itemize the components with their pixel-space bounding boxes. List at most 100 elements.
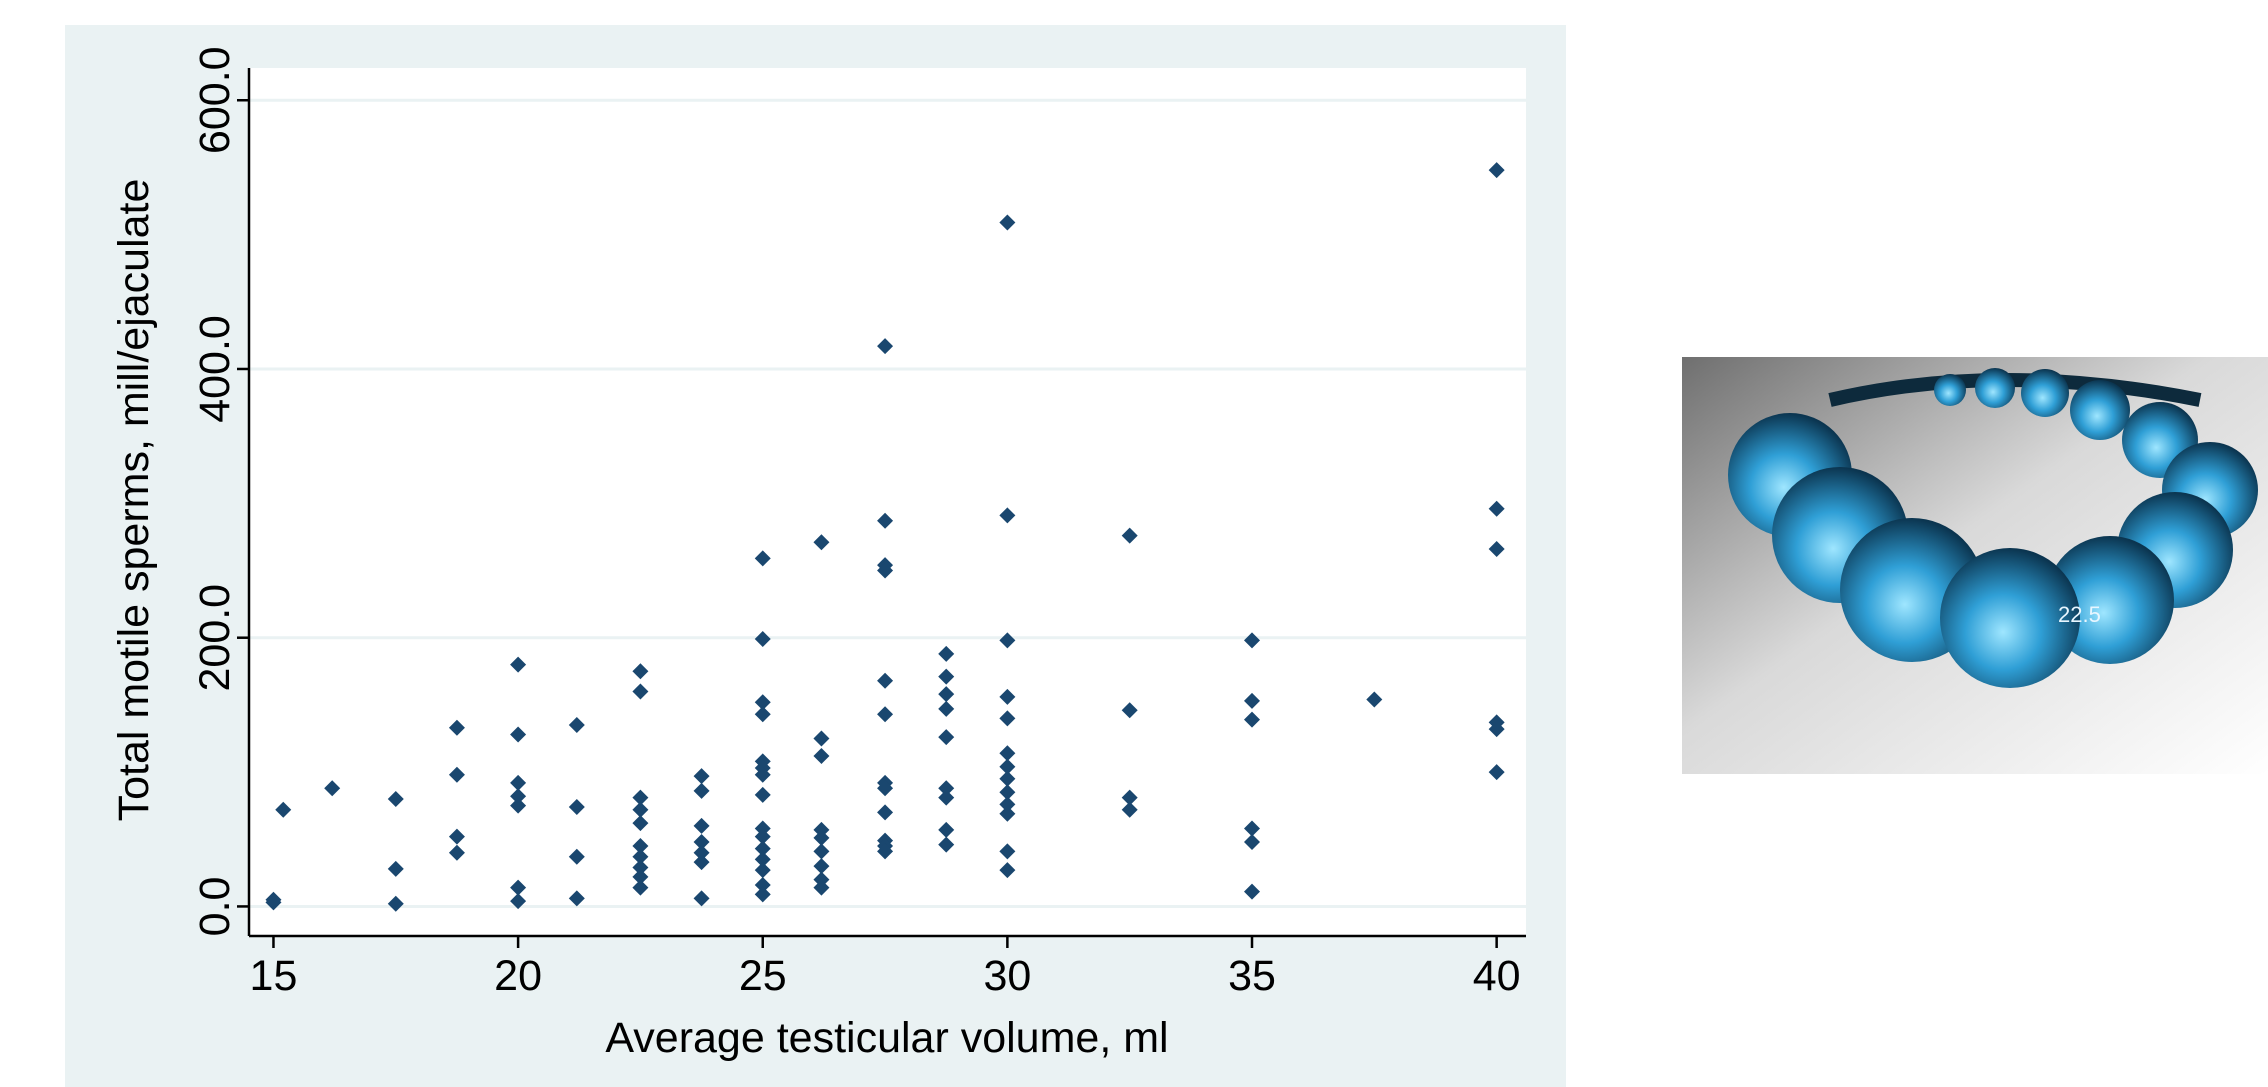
point (1121, 527, 1138, 544)
point (999, 745, 1016, 762)
point (693, 854, 710, 871)
x-tick-label: 40 (1473, 952, 1521, 1000)
point (877, 843, 894, 860)
point (510, 788, 527, 805)
photo: 22.5 (1682, 357, 2268, 774)
point (568, 890, 585, 907)
point (448, 719, 465, 736)
point (938, 668, 955, 685)
y-axis-title: Total motile sperms, mill/ejaculate (110, 179, 158, 822)
point (1366, 691, 1383, 708)
point (632, 663, 649, 680)
point (387, 790, 404, 807)
point (754, 766, 771, 783)
x-axis-title: Average testicular volume, ml (605, 1014, 1168, 1062)
point (510, 656, 527, 673)
point (387, 860, 404, 877)
point (813, 747, 830, 764)
y-tick-label: 200.0 (191, 584, 239, 692)
point (693, 817, 710, 834)
point (510, 797, 527, 814)
point (1488, 764, 1505, 781)
point (265, 894, 282, 911)
point (632, 789, 649, 806)
point (999, 805, 1016, 822)
point (999, 214, 1016, 231)
point (568, 799, 585, 816)
point (1244, 833, 1261, 850)
point (999, 796, 1016, 813)
point (754, 840, 771, 857)
point (510, 893, 527, 910)
point (632, 879, 649, 896)
x-tick-label: 25 (739, 952, 787, 1000)
point (632, 683, 649, 700)
point (693, 833, 710, 850)
point (938, 645, 955, 662)
point (324, 780, 341, 797)
point (510, 774, 527, 791)
point (877, 706, 894, 723)
point (877, 780, 894, 797)
point (568, 717, 585, 734)
point (813, 829, 830, 846)
point (1488, 541, 1505, 558)
point (754, 786, 771, 803)
point (754, 550, 771, 567)
point (448, 828, 465, 845)
point (510, 726, 527, 743)
point (813, 858, 830, 875)
point (877, 562, 894, 579)
point (813, 821, 830, 838)
point (938, 836, 955, 853)
point (877, 338, 894, 355)
ticks: 0.0 200.0 400.0 600.0 15 20 25 30 35 40 (191, 46, 1521, 1000)
point (938, 789, 955, 806)
point (999, 710, 1016, 727)
bead (2070, 380, 2130, 440)
point (999, 688, 1016, 705)
point (1488, 721, 1505, 738)
y-tick-label: 0.0 (191, 877, 239, 937)
point (999, 862, 1016, 879)
point (999, 770, 1016, 787)
point (1121, 702, 1138, 719)
point (754, 876, 771, 893)
point (1244, 692, 1261, 709)
point (754, 862, 771, 879)
point (754, 828, 771, 845)
point (387, 895, 404, 912)
point (693, 844, 710, 861)
point (754, 886, 771, 903)
point (754, 851, 771, 868)
point (938, 821, 955, 838)
point (999, 507, 1016, 524)
point (813, 534, 830, 551)
point (448, 766, 465, 783)
point (693, 768, 710, 785)
point (877, 804, 894, 821)
point (754, 820, 771, 837)
point (938, 700, 955, 717)
x-tick-label: 20 (494, 952, 542, 1000)
point (754, 706, 771, 723)
plot-area (249, 68, 1526, 935)
point (632, 859, 649, 876)
x-tick-label: 30 (983, 952, 1031, 1000)
point (938, 729, 955, 746)
point (632, 868, 649, 885)
point (693, 782, 710, 799)
point (999, 632, 1016, 649)
point (1244, 883, 1261, 900)
points (265, 162, 1505, 912)
x-tick-label: 35 (1228, 952, 1276, 1000)
point (1244, 820, 1261, 837)
point (448, 844, 465, 861)
point (877, 672, 894, 689)
x-tick-label: 15 (250, 952, 298, 1000)
point (938, 686, 955, 703)
point (632, 848, 649, 865)
point (813, 730, 830, 747)
